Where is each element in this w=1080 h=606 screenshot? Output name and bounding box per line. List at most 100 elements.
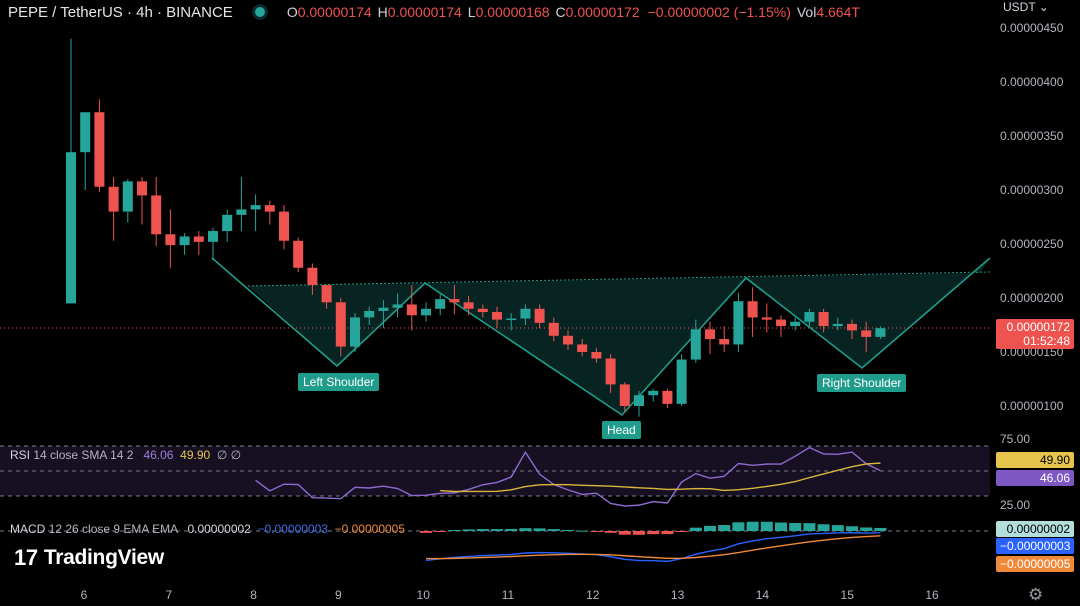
macd-histogram	[420, 521, 887, 535]
change-value: −0.00000002 (−1.15%)	[647, 4, 791, 20]
time-tick-label: 11	[502, 588, 515, 602]
candle-body	[108, 186, 119, 212]
rsi-name: RSI	[10, 448, 31, 462]
candle-body	[236, 209, 247, 215]
candle-body	[577, 344, 588, 352]
rsi-bands-value: ∅ ∅	[216, 448, 242, 462]
macd-line-tag: −0.00000003	[996, 538, 1074, 554]
time-tick-label: 6	[81, 588, 88, 602]
volume-value: 4.664T	[816, 4, 860, 20]
time-tick-label: 8	[250, 588, 257, 602]
open-value: 0.00000174	[297, 4, 372, 20]
price-tick-label: 0.00000300	[1000, 183, 1064, 197]
currency-selector[interactable]: USDT ⌄	[1003, 0, 1049, 14]
macd-hist-bar	[462, 529, 475, 531]
tradingview-wordmark: TradingView	[43, 546, 164, 569]
candle-body	[719, 339, 730, 345]
macd-hist-bar	[718, 525, 731, 531]
candle-body	[449, 299, 460, 303]
candle-body	[847, 323, 857, 331]
macd-hist-bar	[618, 531, 631, 535]
candle-body	[875, 328, 886, 337]
macd-signal-line	[425, 535, 881, 560]
candle-body	[151, 195, 162, 235]
candle-body	[832, 323, 843, 327]
inverse-head-shoulders-pattern	[211, 257, 991, 417]
candle-body	[804, 312, 815, 322]
macd-hist-bar	[576, 530, 589, 532]
time-axis[interactable]: 6 7 8 9 10 11 12 13 14 15 16	[81, 588, 939, 602]
price-axis[interactable]: 0.00000450 0.00000400 0.00000350 0.00000300…	[1000, 21, 1064, 413]
macd-hist-bar	[533, 528, 546, 531]
time-tick-label: 15	[841, 588, 855, 602]
macd-hist-bar	[434, 531, 447, 532]
macd-params: 12 26 close 9 EMA EMA	[48, 522, 178, 536]
macd-hist-bar	[661, 531, 674, 535]
candle-body	[279, 211, 289, 241]
candle-body	[861, 330, 872, 337]
candle-body	[137, 181, 147, 196]
candle-body	[818, 312, 829, 327]
macd-hist-bar	[689, 527, 702, 531]
candle-body	[705, 329, 715, 340]
macd-hist-bar	[633, 531, 645, 535]
macd-hist-bar	[789, 523, 802, 531]
rsi-params: 14 close SMA 14 2	[33, 448, 134, 462]
candle-body	[321, 285, 332, 303]
symbol-title[interactable]: PEPE / TetherUS · 4h · BINANCE	[8, 3, 233, 21]
macd-hist-bar	[732, 522, 745, 531]
macd-hist-bar	[775, 522, 787, 531]
candle-body	[477, 308, 488, 313]
rsi-sma-line	[440, 462, 881, 493]
candle-body	[66, 152, 76, 304]
candle-body	[676, 359, 687, 404]
macd-hist-tag: 0.00000002	[996, 521, 1074, 537]
market-status-dot	[254, 7, 265, 17]
close-value: 0.00000172	[565, 4, 640, 20]
high-label: H	[377, 4, 388, 20]
candle-body	[392, 304, 403, 308]
rsi-legend[interactable]: RSI 14 close SMA 14 2 46.06 49.90 ∅ ∅	[10, 448, 241, 462]
candle-body	[378, 307, 389, 311]
high-value: 0.00000174	[387, 4, 462, 20]
macd-hist-bar	[704, 525, 716, 531]
macd-name: MACD	[10, 522, 46, 536]
macd-hist-bar	[817, 524, 830, 531]
candle-body	[506, 318, 517, 321]
macd-hist-bar	[604, 531, 617, 533]
candle-body	[761, 317, 772, 320]
candle-body	[492, 312, 502, 320]
candle-body	[463, 302, 474, 309]
bar-countdown: 01:52:48	[1023, 334, 1070, 348]
time-tick-label: 12	[586, 588, 600, 602]
time-tick-label: 16	[925, 588, 939, 602]
rsi-axis-25: 25.00	[1000, 498, 1031, 512]
macd-hist-bar	[505, 528, 518, 531]
macd-signal-value: −0.00000005	[334, 522, 406, 536]
candle-body	[421, 308, 431, 316]
candle-body	[293, 240, 304, 268]
macd-hist-bar	[448, 530, 461, 532]
macd-legend[interactable]: MACD 12 26 close 9 EMA EMA 0.00000002 −0…	[10, 522, 405, 536]
candle-body	[307, 267, 318, 286]
candle-body	[264, 205, 275, 212]
candle-body	[94, 112, 105, 187]
macd-line-value: −0.00000003	[257, 522, 328, 536]
candle-body	[250, 205, 261, 210]
rsi-sma-tag: 49.90	[996, 452, 1074, 468]
price-tick-label: 0.00000100	[1000, 399, 1064, 413]
candle-body	[563, 335, 573, 345]
candle-body	[662, 390, 673, 404]
macd-signal-tag: −0.00000005	[996, 556, 1074, 572]
candle-body	[80, 112, 91, 153]
candle-body	[605, 358, 616, 385]
macd-hist-bar	[746, 521, 759, 531]
candle-body	[776, 319, 786, 327]
tradingview-logo[interactable]: 17 TradingView	[14, 545, 164, 571]
candle-body	[648, 390, 659, 396]
macd-hist-bar	[590, 531, 603, 532]
macd-hist-bar	[803, 523, 816, 531]
settings-gear-icon[interactable]: ⚙	[1028, 585, 1044, 604]
volume-label: Vol	[796, 4, 817, 20]
